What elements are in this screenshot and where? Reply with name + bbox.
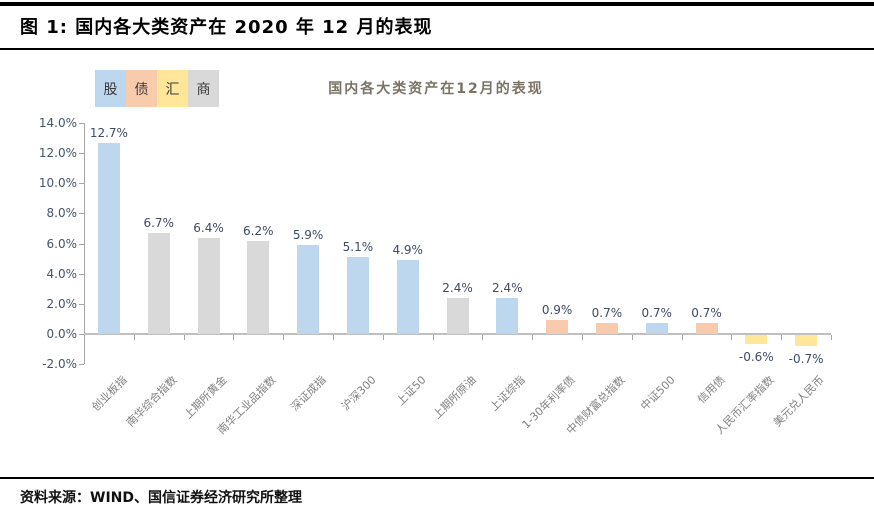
top-rule (0, 2, 874, 6)
x-axis-tick (781, 335, 783, 340)
x-axis-tick (731, 335, 733, 340)
bar-value-label: 5.1% (342, 240, 374, 255)
bar-value-label: 0.7% (691, 306, 722, 321)
bar-value-label: 0.9% (541, 303, 573, 318)
bar-上证综指 (496, 297, 519, 334)
bar-value-label: 6.2% (243, 223, 274, 238)
legend-item-equity: 股 (95, 70, 126, 107)
chart-legend: 股 债 汇 商 (95, 70, 219, 107)
footer-rule (0, 477, 874, 479)
x-axis-line (84, 333, 831, 335)
y-axis-tick-label: 4.0% (46, 266, 78, 281)
legend-label-fx: 汇 (165, 81, 180, 98)
bar-中债财富总指数 (595, 323, 618, 334)
bar-value-label: 6.4% (193, 220, 224, 235)
y-axis-tick-label: 12.0% (38, 146, 77, 161)
y-axis-tick-label: 6.0% (46, 236, 78, 251)
bar-南华综合指数 (147, 233, 170, 334)
x-axis-tick (382, 335, 384, 340)
bar-信用债 (695, 323, 718, 334)
y-axis-tick (79, 183, 84, 185)
x-axis-tick (532, 335, 534, 340)
x-axis-category-label: 中证500 (637, 373, 678, 414)
bar-value-label: -0.7% (788, 351, 824, 366)
y-axis-tick (79, 153, 84, 155)
bar-value-label: -0.6% (738, 350, 774, 365)
y-axis-tick-label: 0.0% (46, 327, 78, 341)
legend-label-equity: 股 (103, 81, 118, 98)
x-axis-tick (582, 335, 583, 340)
x-axis-category-label: 沪深300 (338, 373, 379, 414)
bar-创业板指 (97, 142, 120, 334)
bar-value-label: 5.9% (292, 228, 324, 243)
x-axis-tick (233, 335, 235, 340)
x-axis-tick (183, 335, 185, 340)
x-axis-category-label: 美元兑人民币 (770, 373, 827, 430)
y-axis-tick-label: 2.0% (46, 296, 78, 311)
figure-title: 图 1: 国内各大类资产在 2020 年 12 月的表现 (20, 17, 433, 38)
x-axis-category-label: 南华综合指数 (123, 373, 180, 430)
legend-item-fx: 汇 (157, 70, 188, 107)
source-note: 资料来源：WIND、国信证券经济研究所整理 (20, 490, 302, 506)
bar-上证50 (396, 260, 419, 334)
legend-item-commodity: 商 (188, 70, 219, 107)
y-axis-tick (79, 364, 84, 366)
legend-item-bond: 债 (126, 70, 157, 107)
bar-南华工业品指数 (247, 240, 270, 334)
bar-中证500 (645, 323, 668, 334)
title-rule (0, 48, 874, 50)
bar-value-label: 12.7% (89, 125, 128, 140)
bar-上期所黄金 (197, 237, 220, 334)
y-axis-tick (79, 243, 84, 245)
y-axis-tick (79, 273, 84, 275)
y-axis-tick-label: 14.0% (38, 116, 77, 130)
y-axis-tick (79, 213, 84, 215)
bar-value-label: 6.7% (143, 216, 174, 231)
y-axis-tick (79, 334, 84, 335)
x-axis-category-label: 上期所黄金 (181, 373, 230, 422)
x-axis-tick (482, 335, 484, 340)
bar-value-label: 2.4% (492, 280, 523, 295)
legend-label-commodity: 商 (196, 81, 211, 98)
x-axis-tick (432, 335, 434, 340)
x-axis-category-label: 创业板指 (89, 373, 130, 414)
x-axis-tick (681, 335, 683, 340)
bar-value-label: 0.7% (641, 306, 672, 321)
y-axis-tick-label: 8.0% (46, 206, 78, 221)
bar-深证成指 (297, 245, 320, 334)
x-axis-tick (831, 335, 832, 340)
x-axis-category-label: 上证综指 (487, 373, 528, 414)
x-axis-tick (333, 335, 334, 340)
x-axis-category-label: 上期所原油 (430, 373, 479, 422)
bar-value-label: 0.7% (591, 306, 623, 321)
bar-1-30年利率债 (546, 320, 569, 334)
bar-沪深300 (346, 257, 369, 334)
bar-value-label: 4.9% (392, 243, 423, 258)
chart-title: 国内各大类资产在12月的表现 (328, 81, 544, 97)
x-axis-category-label: 上证50 (393, 373, 429, 409)
y-axis-tick (79, 303, 84, 305)
bar-美元兑人民币 (795, 335, 818, 346)
y-axis-tick (79, 123, 84, 124)
y-axis-tick-label: 10.0% (38, 176, 77, 191)
x-axis-tick (133, 335, 135, 340)
y-axis-line (84, 123, 85, 364)
x-axis-category-label: 深证成指 (288, 373, 329, 414)
legend-label-bond: 债 (134, 81, 149, 98)
y-axis-tick-label: -2.0% (42, 357, 77, 372)
x-axis-tick (631, 335, 633, 340)
x-axis-category-label: 信用债 (694, 373, 728, 406)
bar-value-label: 2.4% (442, 280, 473, 295)
x-axis-tick (283, 335, 285, 340)
bar-上期所原油 (446, 297, 469, 334)
bar-人民币汇率指数 (745, 335, 768, 345)
